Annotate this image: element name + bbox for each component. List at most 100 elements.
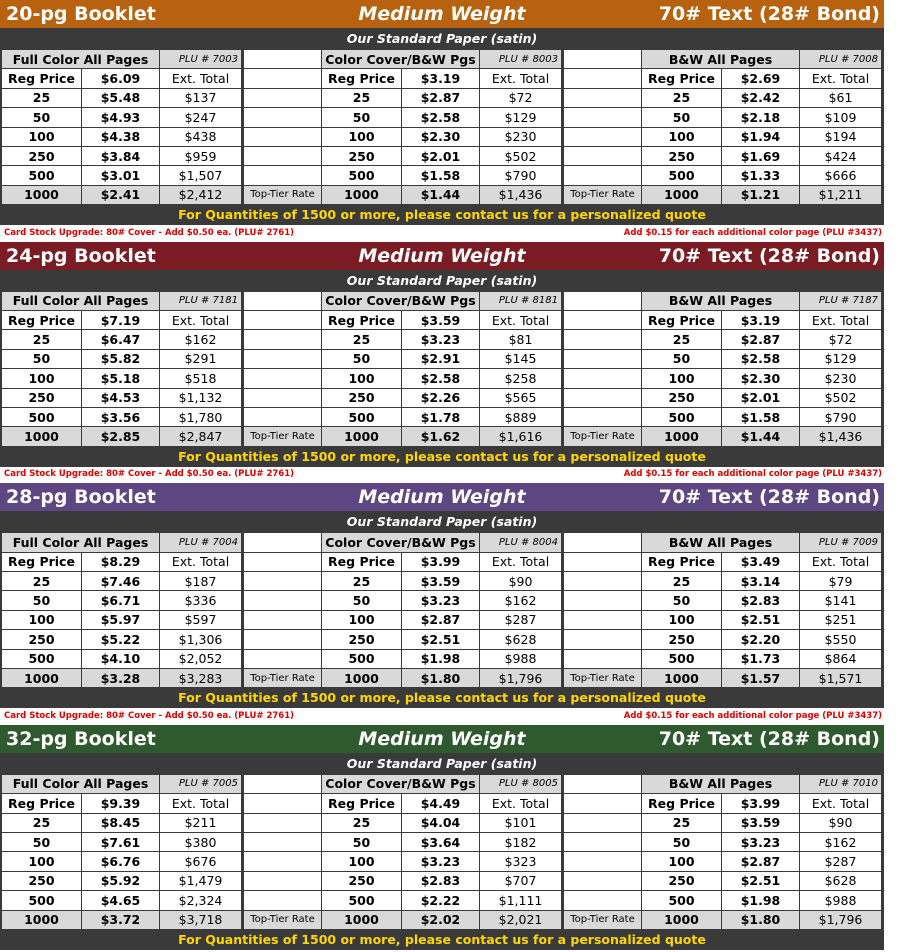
unit-price: $6.76 <box>82 852 159 871</box>
gap-cell <box>244 147 321 166</box>
gap-label: Top-Tier Rate <box>244 427 321 446</box>
reg-label: Reg Price <box>322 794 401 813</box>
table-name: B&W All Pages <box>642 291 799 310</box>
reg-price: $3.49 <box>722 552 799 571</box>
reg-price: $3.99 <box>402 552 479 571</box>
quantity: 50 <box>642 591 721 610</box>
quantity: 100 <box>2 610 81 630</box>
unit-price: $3.56 <box>82 408 159 427</box>
quantity: 25 <box>322 330 401 349</box>
note-left: Card Stock Upgrade: 80# Cover - Add $0.5… <box>4 469 295 480</box>
quantity: 1000 <box>322 910 401 929</box>
quantity: 250 <box>642 630 721 649</box>
quantity: 100 <box>322 369 401 388</box>
unit-price: $3.14 <box>722 572 799 591</box>
quantity: 25 <box>322 572 401 591</box>
quantity: 100 <box>642 610 721 630</box>
quantity: 100 <box>2 369 81 388</box>
unit-price: $2.26 <box>402 388 479 407</box>
reg-price: $8.29 <box>82 552 159 571</box>
ext-label: Ext. Total <box>160 69 241 88</box>
plu: PLU # 7009 <box>800 533 881 552</box>
note-right: Add $0.15 for each additional color page… <box>623 227 882 238</box>
ext-total: $676 <box>160 852 241 871</box>
ext-total: $251 <box>800 610 881 630</box>
ext-total: $502 <box>800 388 881 407</box>
quantity: 1000 <box>322 427 401 446</box>
section-title: 24-pg Booklet <box>6 244 156 267</box>
quantity: 25 <box>2 572 81 591</box>
quantity: 50 <box>642 833 721 852</box>
quantity: 1000 <box>2 185 81 205</box>
unit-price: $2.30 <box>722 369 799 388</box>
gap-cell <box>244 649 321 668</box>
plu: PLU # 7008 <box>800 50 881 69</box>
gap-label: Top-Tier Rate <box>244 669 321 688</box>
quantity: 1000 <box>322 669 401 688</box>
paper-spec: 70# Text (28# Bond) <box>658 244 880 267</box>
quantity: 250 <box>322 871 401 891</box>
quantity: 50 <box>322 349 401 369</box>
unit-price: $3.01 <box>82 166 159 185</box>
ext-total: $518 <box>160 369 241 388</box>
ext-total: $988 <box>480 649 561 668</box>
reg-price: $9.39 <box>82 794 159 813</box>
ext-total: $1,780 <box>160 408 241 427</box>
unit-price: $2.20 <box>722 630 799 649</box>
reg-label: Reg Price <box>322 552 401 571</box>
table-name: Color Cover/B&W Pgs <box>322 50 479 69</box>
gap-cell <box>244 127 321 146</box>
quantity: 25 <box>2 330 81 349</box>
unit-price: $1.44 <box>722 427 799 446</box>
gap-cell <box>564 813 641 832</box>
unit-price: $6.71 <box>82 591 159 610</box>
plu: PLU # 7003 <box>160 50 241 69</box>
unit-price: $3.23 <box>402 852 479 871</box>
quantity: 100 <box>2 852 81 871</box>
paper-label: Our Standard Paper (satin) <box>346 755 538 771</box>
ext-total: $959 <box>160 147 241 166</box>
gap-cell <box>564 147 641 166</box>
ext-total: $790 <box>480 166 561 185</box>
gap-cell <box>244 552 321 571</box>
ext-label: Ext. Total <box>160 552 241 571</box>
gap-cell <box>244 591 321 610</box>
ext-total: $287 <box>480 610 561 630</box>
unit-price: $2.83 <box>722 591 799 610</box>
gap-cell <box>244 50 321 69</box>
reg-price: $3.59 <box>402 311 479 330</box>
ext-total: $230 <box>800 369 881 388</box>
reg-price: $3.19 <box>722 311 799 330</box>
ext-total: $380 <box>160 833 241 852</box>
gap-cell <box>564 774 641 794</box>
ext-total: $502 <box>480 147 561 166</box>
unit-price: $1.58 <box>402 166 479 185</box>
unit-price: $2.58 <box>402 108 479 127</box>
quantity: 500 <box>322 166 401 185</box>
paper-spec: 70# Text (28# Bond) <box>658 486 880 509</box>
quantity: 250 <box>2 630 81 649</box>
quantity: 1000 <box>642 669 721 688</box>
quantity: 25 <box>642 330 721 349</box>
quantity: 100 <box>642 852 721 871</box>
table-name: Full Color All Pages <box>2 291 159 310</box>
unit-price: $3.59 <box>402 572 479 591</box>
ext-total: $790 <box>800 408 881 427</box>
quantity: 25 <box>642 813 721 832</box>
reg-price: $6.09 <box>82 69 159 88</box>
gap-cell <box>564 108 641 127</box>
gap-cell <box>244 572 321 591</box>
quantity: 50 <box>2 108 81 127</box>
reg-price: $4.49 <box>402 794 479 813</box>
table-name: Full Color All Pages <box>2 533 159 552</box>
unit-price: $5.18 <box>82 369 159 388</box>
table-name: B&W All Pages <box>642 50 799 69</box>
ext-total: $889 <box>480 408 561 427</box>
gap-cell <box>564 291 641 310</box>
ext-total: $550 <box>800 630 881 649</box>
ext-total: $187 <box>160 572 241 591</box>
quantity: 500 <box>322 649 401 668</box>
ext-label: Ext. Total <box>160 794 241 813</box>
reg-price: $3.19 <box>402 69 479 88</box>
section-title: 28-pg Booklet <box>6 486 156 509</box>
